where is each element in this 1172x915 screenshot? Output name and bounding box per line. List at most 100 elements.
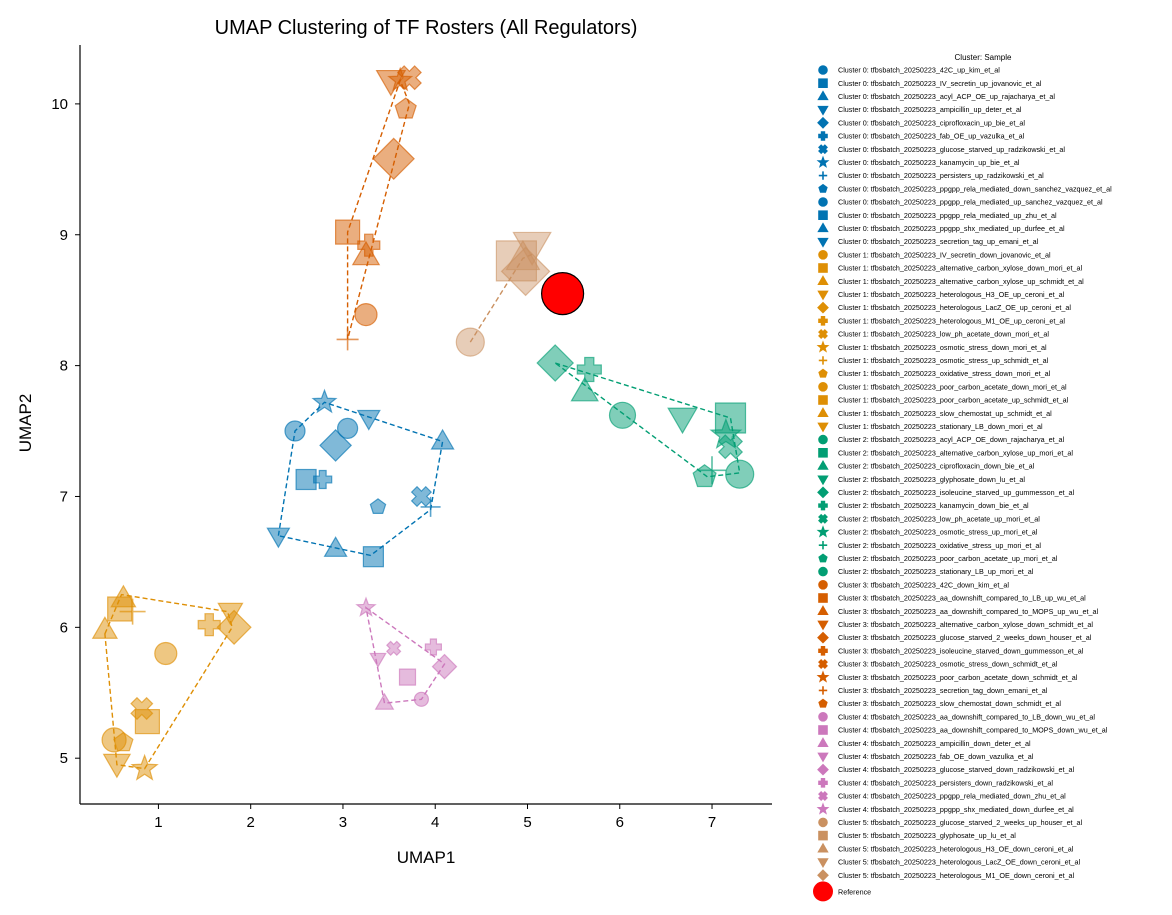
legend-label: Cluster 3: tfbsbatch_20250223_glucose_st… <box>838 633 1092 642</box>
legend-item: Cluster 0: tfbsbatch_20250223_ppgpp_shx_… <box>817 222 1065 233</box>
legend-marker <box>817 459 829 470</box>
data-point-star <box>387 66 414 92</box>
legend-item: Cluster 4: tfbsbatch_20250223_aa_downshi… <box>818 711 1095 722</box>
legend-item: Cluster 2: tfbsbatch_20250223_glyphosate… <box>817 475 1025 486</box>
legend-marker <box>817 475 829 486</box>
legend-item: Cluster 2: tfbsbatch_20250223_low_ph_ace… <box>818 513 1040 524</box>
legend-item: Cluster 1: tfbsbatch_20250223_heterologo… <box>818 315 1065 326</box>
data-point-circle <box>354 303 378 327</box>
legend-marker <box>818 210 828 220</box>
legend-marker <box>818 356 828 365</box>
legend-marker <box>817 90 829 101</box>
x-ticks: 1 2 3 4 5 6 7 <box>154 804 716 831</box>
legend-marker <box>817 605 829 615</box>
legend-item: Cluster 0: tfbsbatch_20250223_ampicillin… <box>817 105 1022 116</box>
legend-label: Cluster 1: tfbsbatch_20250223_heterologo… <box>838 316 1065 325</box>
legend-item: Cluster 4: tfbsbatch_20250223_aa_downshi… <box>818 725 1108 735</box>
legend-item: Cluster 1: tfbsbatch_20250223_osmotic_st… <box>816 340 1047 353</box>
x-tick-label: 1 <box>154 814 162 831</box>
legend-item: Cluster 3: tfbsbatch_20250223_slow_chemo… <box>818 698 1061 708</box>
legend-item: Cluster 1: tfbsbatch_20250223_low_ph_ace… <box>818 329 1049 339</box>
data-point-pentagon <box>369 498 387 514</box>
data-point-square <box>398 668 417 686</box>
legend-label: Cluster 4: tfbsbatch_20250223_aa_downshi… <box>838 712 1095 721</box>
cluster-hull-5 <box>469 253 533 343</box>
legend-label: Cluster 2: tfbsbatch_20250223_stationary… <box>838 567 1034 576</box>
data-point-square <box>362 546 384 568</box>
data-point-plus <box>424 638 442 656</box>
legend-items: Cluster 0: tfbsbatch_20250223_42C_up_kim… <box>813 65 1112 902</box>
data-point-triangle-up <box>570 376 599 402</box>
legend-label: Cluster 2: tfbsbatch_20250223_osmotic_st… <box>838 528 1038 537</box>
data-point-thinplus <box>336 328 359 351</box>
legend-marker <box>818 144 828 155</box>
legend-item: Cluster 1: tfbsbatch_20250223_poor_carbo… <box>818 381 1067 392</box>
legend-label: Cluster 3: tfbsbatch_20250223_aa_downshi… <box>838 594 1086 603</box>
legend-label: Cluster 0: tfbsbatch_20250223_kanamycin_… <box>838 158 1020 167</box>
data-point-triangle-down <box>667 407 698 435</box>
legend-item: Cluster 1: tfbsbatch_20250223_oxidative_… <box>818 368 1051 378</box>
legend-marker <box>817 631 829 644</box>
legend-item: Cluster 4: tfbsbatch_20250223_ampicillin… <box>817 737 1031 748</box>
data-point-square <box>335 219 361 245</box>
legend-label: Cluster 1: tfbsbatch_20250223_poor_carbo… <box>838 396 1069 405</box>
legend-item: Cluster 1: tfbsbatch_20250223_heterologo… <box>817 301 1071 314</box>
legend-item: Cluster 4: tfbsbatch_20250223_fab_OE_dow… <box>817 752 1034 763</box>
legend-label: Cluster 1: tfbsbatch_20250223_heterologo… <box>838 303 1071 312</box>
legend-label: Cluster 1: tfbsbatch_20250223_slow_chemo… <box>838 409 1052 418</box>
chart-title: UMAP Clustering of TF Rosters (All Regul… <box>215 17 638 39</box>
legend-label: Cluster 0: tfbsbatch_20250223_fab_OE_up_… <box>838 132 1025 141</box>
legend-item: Cluster 5: tfbsbatch_20250223_heterologo… <box>817 858 1081 869</box>
legend-item: Cluster 0: tfbsbatch_20250223_42C_up_kim… <box>818 65 1000 75</box>
legend-marker <box>817 422 829 433</box>
legend-label: Cluster 4: tfbsbatch_20250223_ampicillin… <box>838 739 1031 748</box>
legend-label: Cluster 5: tfbsbatch_20250223_heterologo… <box>838 844 1074 853</box>
legend-marker <box>818 711 828 722</box>
x-tick-label: 5 <box>523 814 531 831</box>
legend-marker <box>817 116 829 129</box>
legend-label: Cluster 0: tfbsbatch_20250223_ciprofloxa… <box>838 118 1025 127</box>
data-point-square <box>714 402 747 434</box>
legend-item: Cluster 5: tfbsbatch_20250223_heterologo… <box>817 842 1074 853</box>
legend-item: Cluster 3: tfbsbatch_20250223_aa_downshi… <box>817 605 1099 616</box>
legend-marker <box>818 65 828 75</box>
data-point-triangle-up <box>91 616 119 639</box>
legend-item: Cluster 2: tfbsbatch_20250223_oxidative_… <box>818 541 1041 550</box>
data-point-star <box>709 417 743 450</box>
legend-item: Cluster 5: tfbsbatch_20250223_heterologo… <box>817 869 1075 882</box>
x-tick-label: 6 <box>616 814 624 831</box>
legend-marker <box>818 579 828 590</box>
data-point-thinplus <box>420 496 441 517</box>
legend-label: Cluster 1: tfbsbatch_20250223_poor_carbo… <box>838 382 1067 391</box>
data-points <box>91 65 755 781</box>
cluster-hull-2 <box>554 362 741 478</box>
legend-reference-label: Reference <box>838 887 871 896</box>
data-point-plus <box>197 613 221 637</box>
legend-label: Cluster 0: tfbsbatch_20250223_ppgpp_rela… <box>838 211 1057 220</box>
legend-item: Cluster 3: tfbsbatch_20250223_osmotic_st… <box>818 659 1058 669</box>
legend-marker <box>817 752 829 763</box>
legend-label: Cluster 1: tfbsbatch_20250223_alternativ… <box>838 277 1084 286</box>
legend-marker <box>818 686 828 695</box>
legend-marker <box>818 183 828 193</box>
x-tick-label: 3 <box>339 814 347 831</box>
legend-item: Cluster 0: tfbsbatch_20250223_ppgpp_rela… <box>818 210 1057 220</box>
legend-label: Cluster 4: tfbsbatch_20250223_ppgpp_rela… <box>838 792 1066 801</box>
legend-label: Cluster 4: tfbsbatch_20250223_glucose_st… <box>838 765 1075 774</box>
data-point-x <box>410 485 433 508</box>
legend-item: Cluster 5: tfbsbatch_20250223_glucose_st… <box>818 817 1083 828</box>
legend-item: Cluster 0: tfbsbatch_20250223_ciprofloxa… <box>817 116 1025 129</box>
legend-label: Cluster 2: tfbsbatch_20250223_kanamycin_… <box>838 501 1029 510</box>
legend-label: Cluster 3: tfbsbatch_20250223_42C_down_k… <box>838 580 1009 589</box>
legend-label: Cluster 0: tfbsbatch_20250223_ppgpp_rela… <box>838 184 1112 193</box>
legend-label: Cluster 2: tfbsbatch_20250223_glyphosate… <box>838 475 1025 484</box>
legend-title: Cluster: Sample <box>955 53 1012 62</box>
y-tick-label: 7 <box>60 488 68 505</box>
legend-item-reference: Reference <box>813 881 871 902</box>
data-point-square <box>295 468 317 491</box>
legend-marker <box>818 830 828 841</box>
legend-marker <box>817 486 829 499</box>
legend-marker <box>817 275 829 285</box>
legend-marker <box>818 566 828 577</box>
